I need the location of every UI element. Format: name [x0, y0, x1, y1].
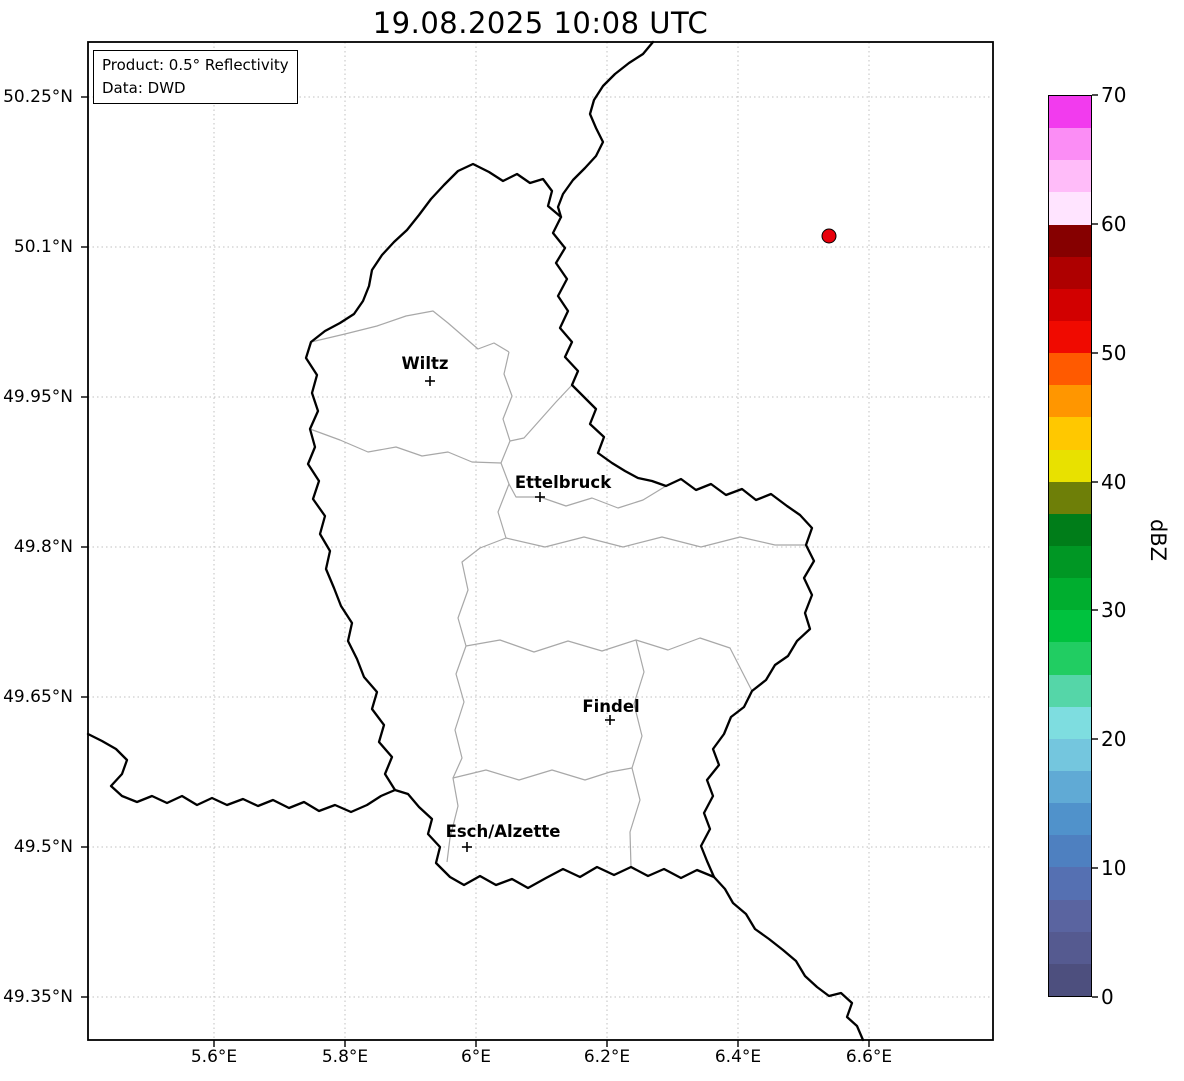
colorbar-segment — [1049, 835, 1091, 868]
colorbar-tick-label: 10 — [1101, 856, 1127, 880]
colorbar-segment — [1049, 96, 1091, 129]
colorbar-tick-label: 70 — [1101, 83, 1127, 107]
colorbar-tick-label: 20 — [1101, 727, 1127, 751]
colorbar-segment — [1049, 321, 1091, 354]
colorbar-segment — [1049, 771, 1091, 804]
plot-frame — [87, 41, 994, 1041]
colorbar-segment — [1049, 610, 1091, 643]
annotation-box: Product: 0.5° Reflectivity Data: DWD — [93, 50, 298, 104]
colorbar-segment — [1049, 899, 1091, 932]
belgium-germany-border — [556, 40, 655, 219]
city-label: Esch/Alzette — [446, 822, 561, 841]
city-markers — [425, 376, 615, 852]
y-tick-label: 49.65°N — [3, 687, 73, 707]
city-label: Findel — [582, 697, 639, 716]
colorbar-segment — [1049, 449, 1091, 482]
luxembourg-border — [304, 162, 816, 890]
colorbar-segment — [1049, 288, 1091, 322]
colorbar-segment — [1049, 385, 1091, 418]
axis-tick-marks — [81, 94, 1098, 1047]
x-tick-label: 5.6°E — [190, 1047, 238, 1067]
colorbar-segment — [1049, 160, 1091, 193]
colorbar-segment — [1049, 513, 1091, 547]
colorbar-segment — [1049, 256, 1091, 289]
colorbar-tick-label: 60 — [1101, 212, 1127, 236]
city-labels: Wiltz Ettelbruck Findel Esch/Alzette — [401, 354, 639, 841]
colorbar-segment — [1049, 481, 1091, 514]
city-label: Wiltz — [401, 354, 448, 373]
colorbar-segment — [1049, 963, 1091, 996]
city-marker-icon — [462, 842, 472, 852]
france-germany-border — [712, 875, 865, 1042]
colorbar-segment — [1049, 546, 1091, 579]
graticule-gridlines — [88, 42, 993, 1040]
colorbar-segment — [1049, 224, 1091, 257]
colorbar-segment — [1049, 192, 1091, 225]
colorbar-segment — [1049, 578, 1091, 611]
y-tick-label: 49.5°N — [13, 837, 73, 857]
colorbar-segment — [1049, 738, 1091, 772]
city-marker-icon — [605, 715, 615, 725]
national-borders — [86, 40, 865, 1042]
colorbar-tick-label: 0 — [1101, 985, 1114, 1009]
x-tick-label: 6°E — [460, 1047, 492, 1067]
colorbar-axis-label: dBZ — [1146, 518, 1170, 562]
annotation-data-source: Data: DWD — [102, 78, 186, 97]
colorbar-segment — [1049, 931, 1091, 964]
colorbar-tick-label: 30 — [1101, 598, 1127, 622]
radar-location-dot — [821, 228, 837, 244]
colorbar-segment — [1049, 674, 1091, 707]
colorbar-segment — [1049, 353, 1091, 386]
colorbar-segment — [1049, 706, 1091, 739]
annotation-product: Product: 0.5° Reflectivity — [102, 56, 289, 74]
y-tick-label: 49.95°N — [3, 387, 73, 407]
y-tick-label: 50.25°N — [3, 87, 73, 107]
x-tick-label: 5.8°E — [321, 1047, 369, 1067]
district-boundaries — [309, 310, 806, 868]
colorbar-segment — [1049, 128, 1091, 161]
y-tick-label: 49.35°N — [3, 987, 73, 1007]
colorbar-segment — [1049, 803, 1091, 836]
colorbar-tick-label: 40 — [1101, 470, 1127, 494]
y-tick-label: 50.1°N — [13, 237, 73, 257]
colorbar-tick-label: 50 — [1101, 341, 1127, 365]
colorbar-segment — [1049, 867, 1091, 900]
y-tick-label: 49.8°N — [13, 537, 73, 557]
city-label: Ettelbruck — [515, 473, 612, 492]
x-tick-label: 6.6°E — [845, 1047, 893, 1067]
figure-title: 19.08.2025 10:08 UTC — [372, 6, 709, 40]
city-marker-icon — [535, 492, 545, 502]
x-tick-label: 6.2°E — [583, 1047, 631, 1067]
colorbar-segment — [1049, 417, 1091, 450]
colorbar-segment — [1049, 642, 1091, 675]
city-marker-icon — [425, 376, 435, 386]
france-belgium-border — [86, 732, 397, 814]
colorbar-gradient — [1048, 95, 1092, 997]
x-tick-label: 6.4°E — [714, 1047, 762, 1067]
